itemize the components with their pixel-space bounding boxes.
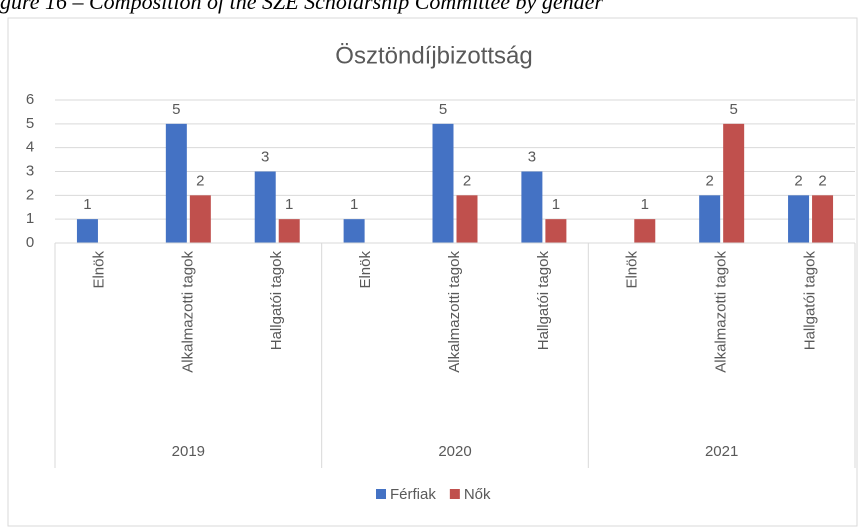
- bar: [521, 171, 543, 243]
- y-tick-label: 5: [26, 115, 34, 132]
- bar: [189, 195, 211, 243]
- data-label: 1: [641, 196, 649, 213]
- x-tick-label: Hallgatói tagok: [535, 251, 552, 351]
- data-label: 3: [261, 148, 269, 165]
- bar: [343, 219, 365, 243]
- bar: [456, 195, 478, 243]
- x-tick-label: Elnök: [624, 251, 641, 289]
- data-label: 1: [350, 196, 358, 213]
- data-label: 1: [83, 196, 91, 213]
- x-tick-label: Hallgatói tagok: [268, 251, 285, 351]
- bar: [634, 219, 656, 243]
- y-tick-label: 0: [26, 234, 34, 251]
- bar: [788, 195, 810, 243]
- bar: [165, 123, 187, 243]
- legend-swatch: [376, 489, 386, 499]
- data-label: 5: [439, 101, 447, 118]
- data-label: 1: [285, 196, 293, 213]
- data-label: 5: [729, 101, 737, 118]
- bar: [723, 123, 745, 243]
- y-tick-label: 1: [26, 210, 34, 227]
- x-tick-label: Alkalmazotti tagok: [713, 251, 730, 373]
- x-tick-label: Elnök: [357, 251, 374, 289]
- data-label: 2: [818, 172, 826, 189]
- bar: [254, 171, 276, 243]
- group-label: 2019: [172, 443, 205, 460]
- data-label: 2: [794, 172, 802, 189]
- group-label: 2021: [705, 443, 738, 460]
- x-tick-label: Alkalmazotti tagok: [179, 251, 196, 373]
- data-label: 5: [172, 101, 180, 118]
- x-tick-label: Alkalmazotti tagok: [446, 251, 463, 373]
- bar: [278, 219, 300, 243]
- chart-title: Ösztöndíjbizottság: [335, 42, 532, 69]
- bar: [432, 123, 454, 243]
- y-tick-label: 4: [26, 139, 34, 156]
- group-label: 2020: [438, 443, 471, 460]
- legend-label: Férfiak: [390, 486, 436, 503]
- data-label: 2: [196, 172, 204, 189]
- caption: gure 16 – Composition of the SZE Scholar…: [0, 0, 603, 14]
- bar: [699, 195, 721, 243]
- bar: [76, 219, 98, 243]
- data-label: 2: [705, 172, 713, 189]
- legend-swatch: [449, 489, 460, 499]
- y-tick-label: 2: [26, 186, 34, 203]
- bar: [812, 195, 834, 243]
- data-label: 1: [552, 196, 560, 213]
- y-tick-label: 6: [26, 91, 34, 108]
- bar: [545, 219, 567, 243]
- legend-label: Nők: [464, 486, 491, 503]
- data-label: 2: [463, 172, 471, 189]
- x-tick-label: Elnök: [90, 251, 107, 289]
- x-tick-label: Hallgatói tagok: [802, 251, 819, 351]
- y-tick-label: 3: [26, 162, 34, 179]
- data-label: 3: [528, 148, 536, 165]
- chart-frame: [7, 17, 858, 527]
